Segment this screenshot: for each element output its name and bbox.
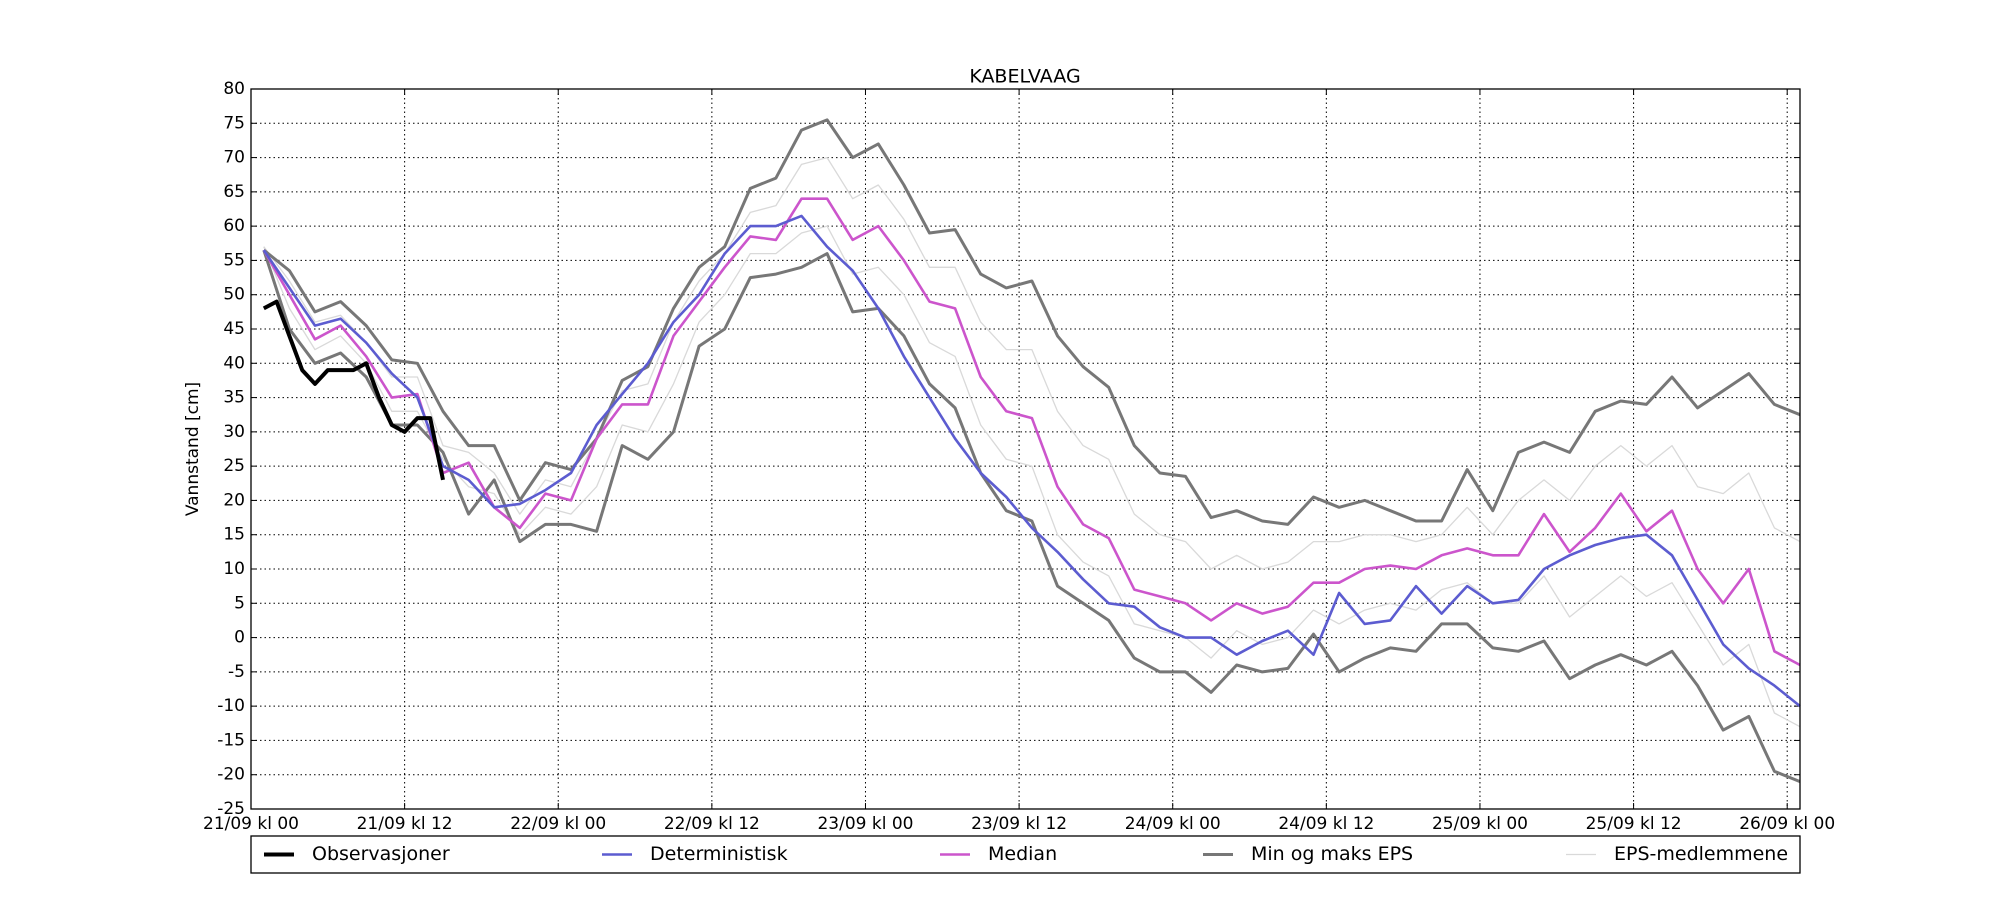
legend-label: Median: [988, 843, 1057, 865]
chart-title: KABELVAAG: [969, 66, 1080, 88]
y-tick-label: 20: [223, 490, 245, 510]
x-tick-label: 21/09 kl 00: [203, 814, 299, 834]
eps-min-line: [262, 249, 1801, 783]
legend-label: EPS-medlemmene: [1614, 843, 1788, 865]
x-tick-label: 25/09 kl 00: [1432, 814, 1528, 834]
y-tick-label: 50: [223, 285, 245, 305]
legend-label: Min og maks EPS: [1251, 843, 1413, 865]
y-tick-label: -15: [217, 730, 245, 750]
legend-label: Deterministisk: [650, 843, 788, 865]
x-tick-label: 26/09 kl 00: [1739, 814, 1835, 834]
deterministic-line: [262, 214, 1801, 708]
y-tick-label: 65: [223, 182, 245, 202]
x-tick-label: 22/09 kl 12: [664, 814, 760, 834]
y-tick-label: 30: [223, 422, 245, 442]
x-tick-label: 22/09 kl 00: [510, 814, 606, 834]
y-tick-label: -25: [217, 799, 245, 819]
y-tick-label: 70: [223, 148, 245, 168]
y-tick-label: 75: [223, 113, 245, 133]
y-tick-label: -5: [228, 662, 245, 682]
observation-line: [262, 299, 445, 481]
y-axis-label: Vannstand [cm]: [183, 382, 203, 516]
y-tick-label: 55: [223, 250, 245, 270]
eps-max-line: [262, 118, 1801, 526]
y-tick-label: 5: [234, 593, 245, 613]
x-tick-label: 24/09 kl 12: [1278, 814, 1374, 834]
median-line: [262, 197, 1801, 667]
y-tick-label: 10: [223, 559, 245, 579]
legend-label: Observasjoner: [312, 843, 450, 865]
x-tick-label: 21/09 kl 12: [357, 814, 453, 834]
y-tick-label: 0: [234, 628, 245, 648]
y-tick-label: 35: [223, 388, 245, 408]
legend-box: [250, 835, 1801, 874]
y-tick-label: 25: [223, 456, 245, 476]
x-tick-label: 23/09 kl 00: [817, 814, 913, 834]
y-tick-label: 40: [223, 353, 245, 373]
x-tick-label: 23/09 kl 12: [971, 814, 1067, 834]
x-tick-label: 24/09 kl 00: [1125, 814, 1221, 834]
x-tick-label: 25/09 kl 12: [1586, 814, 1682, 834]
y-tick-label: 45: [223, 319, 245, 339]
eps-member-line: [263, 225, 1801, 728]
y-tick-label: 60: [223, 216, 245, 236]
y-tick-label: -10: [217, 696, 245, 716]
eps-member-line: [263, 156, 1801, 570]
y-tick-label: 80: [223, 79, 245, 99]
y-tick-label: 15: [223, 525, 245, 545]
y-tick-label: -20: [217, 765, 245, 785]
plot-frame: [250, 88, 1801, 810]
